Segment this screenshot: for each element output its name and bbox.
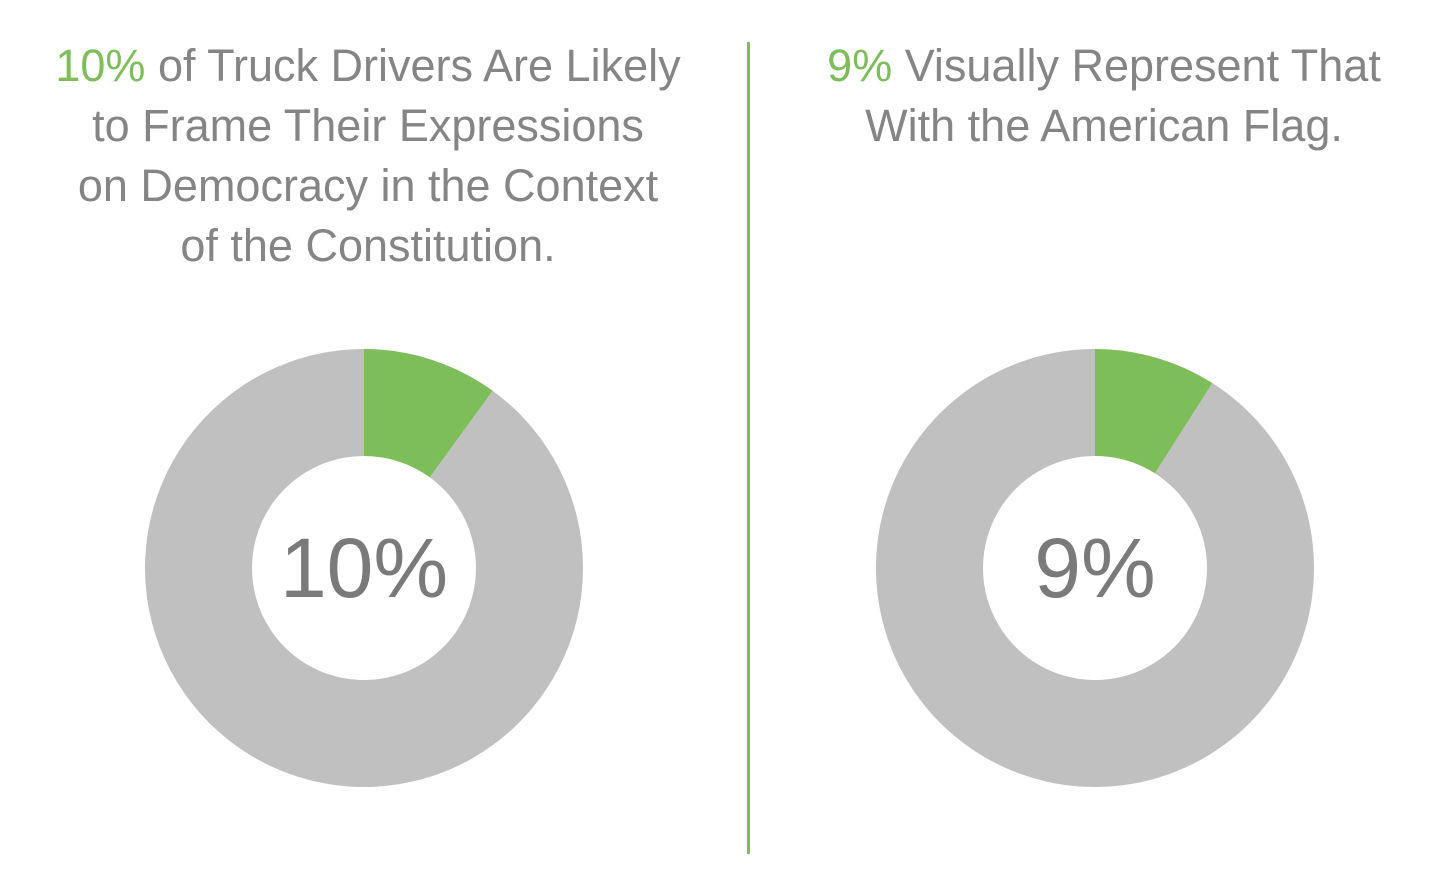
donut-slice-remainder bbox=[144, 349, 583, 787]
left-donut-chart: 10% bbox=[144, 349, 583, 787]
left-panel: 10% of Truck Drivers Are Likely to Frame… bbox=[20, 36, 716, 787]
left-heading-line-3: on Democracy in the Context bbox=[77, 160, 659, 211]
left-heading-line-2: to Frame Their Expressions bbox=[92, 100, 644, 151]
right-heading-line-1: Visually Represent That bbox=[892, 40, 1381, 91]
right-heading-accent: 9% bbox=[827, 40, 893, 91]
left-heading-accent: 10% bbox=[55, 40, 146, 91]
donut-slice-remainder bbox=[876, 349, 1314, 787]
left-heading-line-1: of Truck Drivers Are Likely bbox=[145, 40, 681, 91]
right-center-label: 9% bbox=[1034, 521, 1155, 615]
right-heading-line-2: With the American Flag. bbox=[865, 100, 1343, 151]
right-heading: 9% Visually Represent That With the Amer… bbox=[772, 36, 1436, 156]
right-panel: 9% Visually Represent That With the Amer… bbox=[752, 0, 1456, 876]
donut-slice-highlight bbox=[1095, 349, 1213, 474]
left-heading: 10% of Truck Drivers Are Likely to Frame… bbox=[20, 36, 716, 276]
donut-slice-highlight bbox=[364, 349, 493, 478]
left-center-label: 10% bbox=[280, 521, 448, 615]
left-heading-line-4: of the Constitution. bbox=[180, 220, 556, 271]
right-donut-chart: 9% bbox=[876, 349, 1314, 787]
divider-line bbox=[747, 42, 750, 854]
